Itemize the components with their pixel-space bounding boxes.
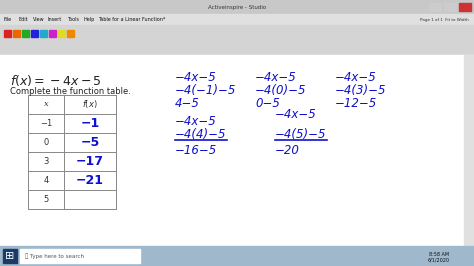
Bar xyxy=(31,30,38,37)
Bar xyxy=(0,14,474,25)
Text: Complete the function table.: Complete the function table. xyxy=(10,87,131,96)
Bar xyxy=(0,25,474,41)
Text: 8:58 AM: 8:58 AM xyxy=(429,251,449,256)
Text: −4x−5: −4x−5 xyxy=(175,71,217,84)
Bar xyxy=(20,249,140,263)
Text: −12−5: −12−5 xyxy=(335,97,377,110)
Text: $f(x)$: $f(x)$ xyxy=(82,98,98,110)
Bar xyxy=(429,3,441,11)
Text: −17: −17 xyxy=(76,155,104,168)
Bar xyxy=(4,30,11,37)
Text: 4: 4 xyxy=(44,176,49,185)
Bar xyxy=(3,249,17,263)
Text: −4(5)−5: −4(5)−5 xyxy=(275,128,327,141)
Text: −4(−1)−5: −4(−1)−5 xyxy=(175,84,237,97)
Text: Help: Help xyxy=(84,17,95,22)
Bar xyxy=(22,30,29,37)
Text: View: View xyxy=(33,17,45,22)
Text: −4(0)−5: −4(0)−5 xyxy=(255,84,307,97)
Bar xyxy=(13,30,20,37)
Text: Table for a Linear Function*: Table for a Linear Function* xyxy=(98,17,165,22)
Text: Activeinspire - Studio: Activeinspire - Studio xyxy=(208,5,266,10)
Text: 0−5: 0−5 xyxy=(255,97,280,110)
Text: Page 1 of 1  Fit to Width: Page 1 of 1 Fit to Width xyxy=(420,18,469,22)
Text: −20: −20 xyxy=(275,144,300,157)
Text: 3: 3 xyxy=(43,157,49,166)
Text: ⌕ Type here to search: ⌕ Type here to search xyxy=(25,253,84,259)
Text: Tools: Tools xyxy=(67,17,79,22)
Text: −1: −1 xyxy=(81,117,100,130)
Text: ⊞: ⊞ xyxy=(5,251,15,261)
Bar xyxy=(464,55,474,246)
Text: Insert: Insert xyxy=(47,17,62,22)
Text: −4x−5: −4x−5 xyxy=(175,115,217,128)
Bar xyxy=(58,30,65,37)
Bar xyxy=(0,41,474,55)
Bar xyxy=(444,3,456,11)
Text: −16−5: −16−5 xyxy=(175,144,217,157)
Text: 6/1/2020: 6/1/2020 xyxy=(428,257,450,263)
Text: 4−5: 4−5 xyxy=(175,97,200,110)
Text: −21: −21 xyxy=(76,174,104,187)
Text: −4x−5: −4x−5 xyxy=(255,71,297,84)
Text: x: x xyxy=(44,101,48,109)
Bar xyxy=(49,30,56,37)
Text: −4x−5: −4x−5 xyxy=(335,71,377,84)
Bar xyxy=(40,30,47,37)
Bar xyxy=(67,30,74,37)
Text: Edit: Edit xyxy=(18,17,28,22)
Text: 0: 0 xyxy=(44,138,49,147)
Text: −4x−5: −4x−5 xyxy=(275,108,317,121)
Text: −4(4)−5: −4(4)−5 xyxy=(175,128,227,141)
Text: −5: −5 xyxy=(81,136,100,149)
Text: $f(x) = -4x - 5$: $f(x) = -4x - 5$ xyxy=(10,73,102,88)
Bar xyxy=(0,246,474,266)
Text: −4(3)−5: −4(3)−5 xyxy=(335,84,386,97)
Text: 5: 5 xyxy=(44,195,49,204)
Bar xyxy=(459,3,471,11)
Bar xyxy=(0,0,474,14)
Text: File: File xyxy=(4,17,12,22)
Bar xyxy=(0,55,474,246)
Text: −1: −1 xyxy=(40,119,52,128)
